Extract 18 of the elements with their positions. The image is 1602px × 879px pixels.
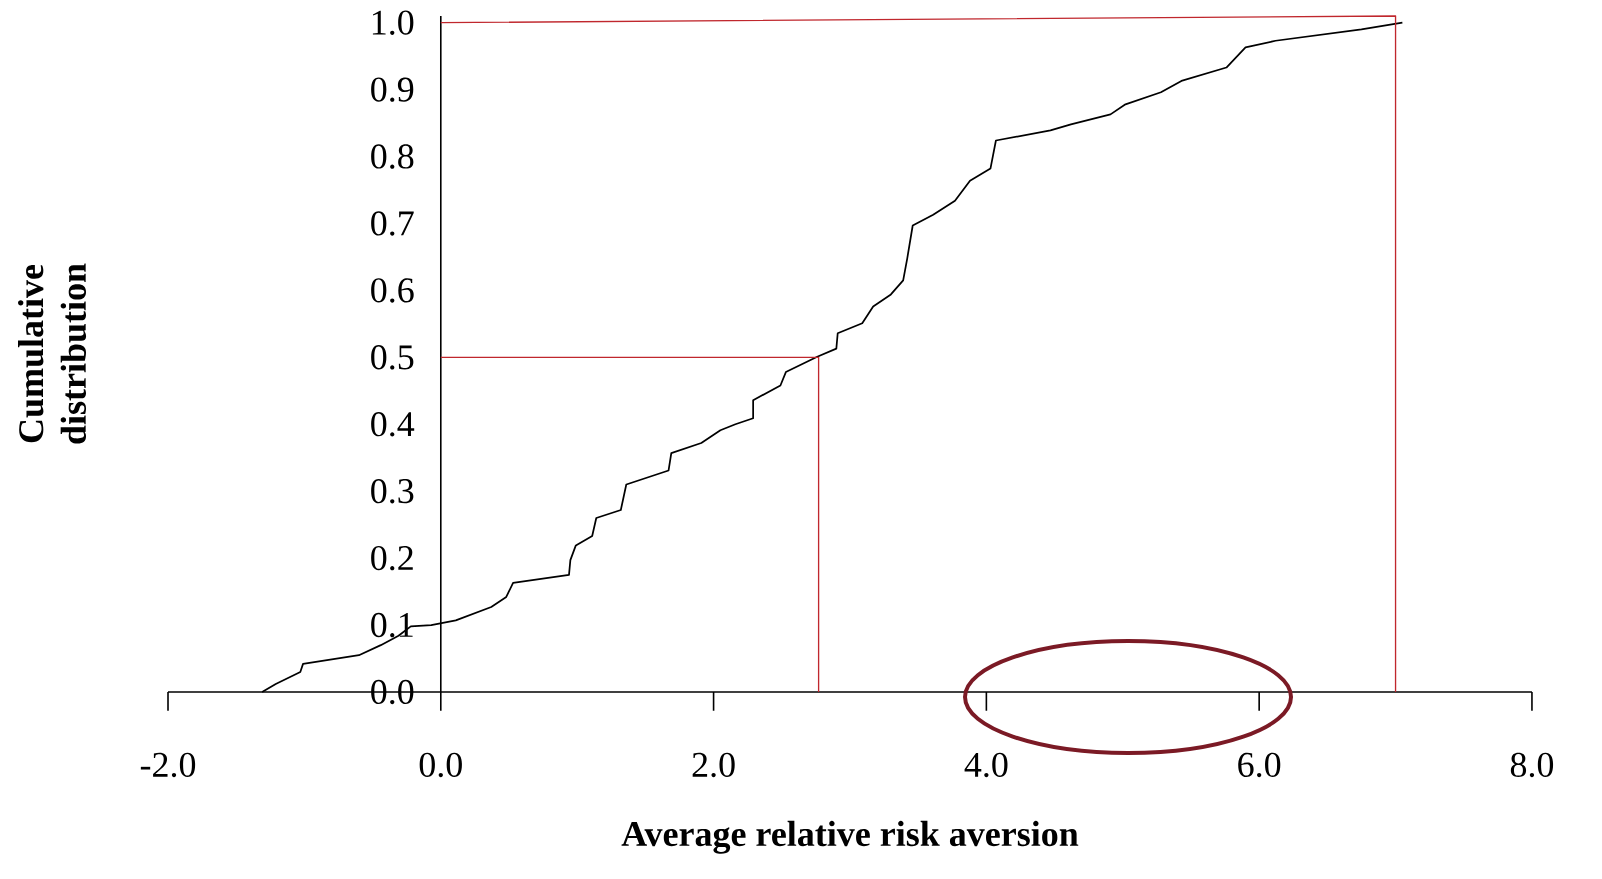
y-tick-label: 0.3 <box>371 478 414 504</box>
x-tick-label: -2.0 <box>140 752 196 778</box>
y-axis-title: Cumulative distribution <box>18 263 87 444</box>
y-tick-label: 0.8 <box>371 144 414 169</box>
x-tick-label: 4.0 <box>964 752 1008 778</box>
y-tick-label: 0.6 <box>371 278 414 303</box>
x-tick-label: 8.0 <box>1510 752 1554 778</box>
y-tick-label: 0.7 <box>371 211 414 236</box>
x-axis-title: Average relative risk aversion <box>621 820 1079 854</box>
y-tick-label: 0.9 <box>371 77 414 102</box>
x-tick-label: 6.0 <box>1238 752 1281 778</box>
y-tick-label: 0.4 <box>371 412 415 437</box>
y-tick-label: 1.0 <box>372 10 414 35</box>
x-tick-label: 0.0 <box>419 752 462 778</box>
x-tick-label: 2.0 <box>692 752 735 778</box>
y-tick-label: 0.1 <box>371 612 413 638</box>
y-tick-label: 0.2 <box>371 545 413 571</box>
y-tick-label: 0.5 <box>371 345 414 370</box>
